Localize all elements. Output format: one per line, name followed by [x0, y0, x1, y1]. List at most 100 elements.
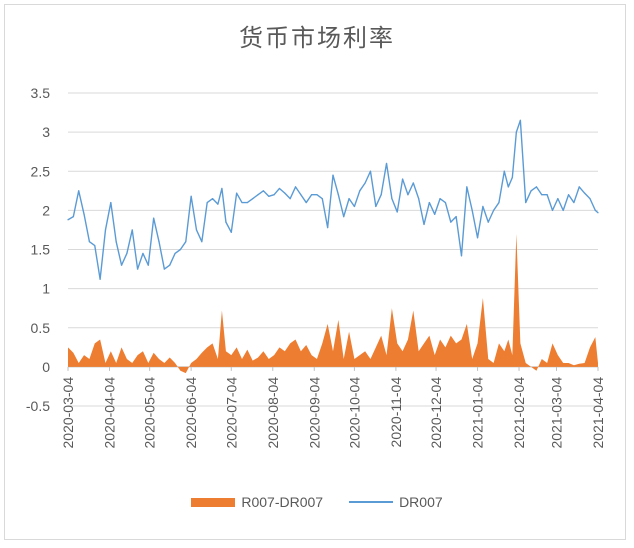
- dr007-point: [246, 201, 248, 204]
- dr007-point: [359, 190, 361, 192]
- x-tick-label: 2021-02-04: [511, 377, 527, 449]
- dr007-point: [225, 221, 227, 223]
- dr007-point: [589, 198, 591, 200]
- dr007-point: [525, 201, 527, 204]
- dr007-point: [190, 195, 192, 197]
- y-tick-label: 0: [42, 359, 50, 375]
- dr007-point: [466, 186, 468, 188]
- dr007-point: [174, 252, 176, 255]
- dr007-point: [493, 209, 495, 211]
- dr007-point: [482, 205, 484, 208]
- dr007-point: [439, 198, 441, 200]
- dr007-point: [221, 187, 223, 190]
- x-tick-label: 2020-04-04: [101, 377, 117, 449]
- dr007-point: [88, 241, 91, 243]
- dr007-point: [262, 190, 265, 192]
- dr007-point: [380, 194, 382, 196]
- chart-title: 货币市场利率: [239, 24, 395, 52]
- dr007-point: [364, 182, 366, 184]
- dr007-point: [278, 187, 281, 190]
- dr007-point: [487, 221, 489, 223]
- x-tick-label: 2020-12-04: [428, 377, 444, 449]
- x-tick-label: 2021-03-04: [549, 377, 565, 449]
- x-tick-label: 2020-06-04: [183, 377, 199, 449]
- x-tick-label: 2020-03-04: [60, 377, 76, 449]
- dr007-point: [289, 198, 291, 200]
- y-axis-ticks: 3.5 3 2.5 2 1.5 1 0.5 0 -0.5: [26, 85, 50, 414]
- dr007-point: [115, 241, 117, 243]
- y-tick-label: 2: [42, 202, 50, 218]
- dr007-point: [195, 229, 198, 231]
- dr007-point: [476, 237, 479, 239]
- dr007-point: [67, 219, 69, 221]
- dr007-point: [455, 216, 457, 218]
- dr007-point: [185, 241, 187, 243]
- dr007-point: [385, 162, 388, 165]
- y-tick-label: 3: [42, 124, 50, 140]
- dr007-point: [104, 229, 107, 231]
- dr007-point: [131, 229, 133, 231]
- x-tick-label: 2020-05-04: [142, 377, 158, 449]
- dr007-point: [230, 231, 232, 233]
- dr007-point: [126, 252, 128, 255]
- dr007-point: [147, 264, 149, 266]
- dr007-point: [94, 244, 96, 247]
- legend-label-area: R007-DR007: [241, 494, 324, 510]
- dr007-point: [551, 209, 554, 211]
- dr007-point: [273, 194, 275, 196]
- dr007-point: [284, 192, 286, 194]
- dr007-point: [546, 194, 548, 196]
- dr007-point: [343, 216, 345, 218]
- dr007-point: [541, 194, 543, 196]
- y-tick-label: 3.5: [31, 85, 51, 101]
- x-axis-ticks: 2020-03-04 2020-04-04 2020-05-04 2020-06-04…: [60, 366, 606, 449]
- dr007-point: [110, 201, 112, 204]
- dr007-point: [257, 194, 259, 196]
- dr007-point: [153, 217, 155, 219]
- legend-item-area: R007-DR007: [191, 494, 323, 510]
- dr007-point: [294, 186, 297, 188]
- gridlines: [68, 92, 598, 407]
- series-line-layer: [67, 119, 599, 280]
- x-tick-label: 2020-10-04: [346, 377, 362, 449]
- dr007-point: [557, 198, 559, 200]
- dr007-point: [444, 201, 447, 204]
- legend-swatch-line: [349, 501, 394, 503]
- x-tick-label: 2021-04-04: [590, 377, 606, 449]
- dr007-point: [460, 255, 463, 257]
- dr007-point: [573, 201, 575, 204]
- dr007-point: [511, 176, 513, 179]
- dr007-point: [236, 192, 238, 194]
- dr007-point: [375, 205, 377, 208]
- dr007-point: [498, 201, 500, 204]
- x-tick-label: 2021-01-04: [470, 377, 486, 449]
- dr007-point: [450, 221, 452, 223]
- legend: R007-DR007 DR007: [0, 494, 634, 510]
- dr007-point: [99, 278, 101, 280]
- legend-label-line: DR007: [399, 494, 443, 510]
- dr007-point: [562, 209, 564, 211]
- dr007-point: [391, 198, 393, 200]
- dr007-point: [169, 264, 171, 266]
- dr007-point: [401, 178, 404, 180]
- dr007-point: [434, 213, 436, 215]
- dr007-point: [597, 212, 599, 214]
- dr007-point: [471, 209, 473, 211]
- legend-item-line: DR007: [349, 494, 443, 510]
- dr007-point: [217, 203, 219, 205]
- dr007-point: [83, 213, 85, 215]
- y-tick-label: 1: [42, 281, 50, 297]
- dr007-point: [348, 198, 350, 200]
- dr007-point: [158, 241, 160, 243]
- dr007-point: [206, 201, 208, 204]
- y-tick-label: 1.5: [31, 242, 51, 258]
- dr007-point: [584, 192, 586, 194]
- dr007-point: [310, 194, 313, 196]
- dr007-point: [211, 198, 214, 200]
- dr007-point: [332, 174, 334, 176]
- dr007-point: [503, 170, 505, 172]
- dr007-point: [567, 194, 570, 196]
- dr007-point: [72, 216, 74, 218]
- dr007-point: [321, 198, 323, 200]
